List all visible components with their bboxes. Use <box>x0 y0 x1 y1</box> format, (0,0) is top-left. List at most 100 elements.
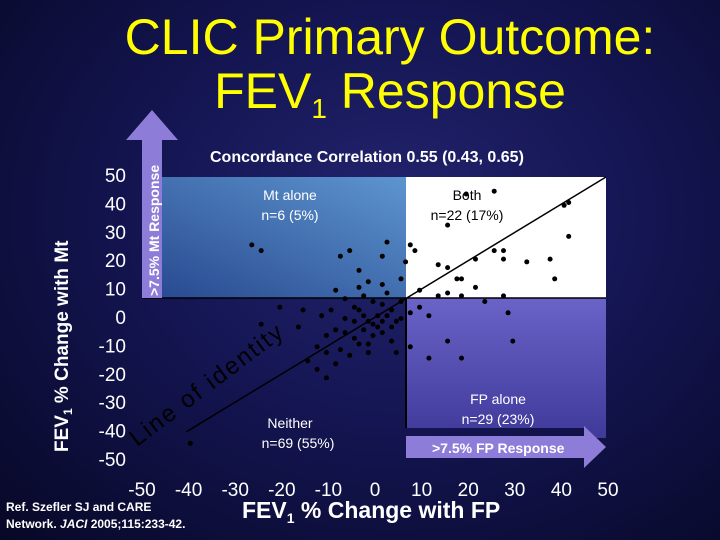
x-tick-label: -10 <box>315 480 342 501</box>
data-point <box>333 361 339 367</box>
data-point <box>375 324 381 330</box>
data-point <box>319 313 325 319</box>
data-point <box>566 200 572 205</box>
data-point <box>407 344 413 350</box>
data-point <box>314 366 320 372</box>
data-point <box>412 248 418 254</box>
reference-volume: 2005;115:233-42. <box>87 517 186 531</box>
data-point <box>445 290 451 296</box>
title-fev: FEV <box>214 63 312 119</box>
data-point <box>356 307 362 313</box>
data-point <box>187 440 193 446</box>
y-tick-label: 0 <box>115 308 126 329</box>
data-point <box>491 188 497 194</box>
data-point <box>365 279 371 285</box>
y-label-subscript: 1 <box>61 408 75 416</box>
x-tick-label: -30 <box>221 480 248 501</box>
mt-alone-region <box>142 177 406 298</box>
data-point <box>445 338 451 344</box>
data-point <box>473 256 478 262</box>
data-point <box>370 321 376 327</box>
data-point <box>445 222 451 228</box>
reference-line-1: Ref. Szefler SJ and CARE <box>6 500 152 514</box>
data-point <box>328 307 334 313</box>
data-point <box>379 301 385 307</box>
x-tick-labels: -50 -40 -30 -20 -10 0 10 20 30 40 50 <box>128 480 618 501</box>
y-label-fev: FEV <box>52 415 73 452</box>
title-line-2: FEV1 Response <box>30 62 720 125</box>
data-point <box>393 350 399 355</box>
data-point <box>379 282 385 287</box>
y-tick-label: 20 <box>105 251 126 272</box>
y-tick-label: -50 <box>99 450 126 471</box>
mt-response-label: >7.5% Mt Response <box>146 165 162 296</box>
data-point <box>491 248 497 254</box>
fp-response-label: >7.5% FP Response <box>432 440 565 456</box>
data-point <box>258 321 264 327</box>
data-point <box>524 259 530 265</box>
data-point <box>351 318 357 324</box>
data-point <box>347 352 353 358</box>
data-point <box>370 299 376 304</box>
data-point <box>333 287 339 293</box>
neither-label: Neither <box>267 415 312 431</box>
data-point <box>501 293 506 299</box>
fp-response-arrow <box>406 426 606 468</box>
data-point <box>547 256 553 262</box>
y-label-text: % Change with Mt <box>52 240 73 409</box>
data-point <box>323 333 329 338</box>
data-point <box>384 290 390 296</box>
data-point <box>426 355 432 361</box>
data-point <box>356 284 362 290</box>
data-point <box>361 293 367 299</box>
data-point <box>459 293 464 299</box>
fp-alone-label: FP alone <box>470 391 526 407</box>
data-point <box>337 347 343 353</box>
data-point <box>323 350 329 355</box>
data-point <box>505 310 511 316</box>
reference-journal: JACI <box>60 517 88 531</box>
data-point <box>361 327 367 333</box>
data-point <box>323 375 329 381</box>
data-point <box>295 324 301 330</box>
data-point <box>379 253 385 259</box>
data-point <box>417 287 423 293</box>
fp-alone-count: n=29 (23%) <box>462 411 535 427</box>
data-point <box>356 267 362 273</box>
data-point <box>342 316 348 321</box>
data-point <box>445 265 451 271</box>
x-tick-label: 20 <box>458 480 479 501</box>
data-point <box>365 341 371 347</box>
data-point <box>333 327 339 333</box>
identity-line <box>186 176 607 433</box>
data-point <box>351 304 357 310</box>
data-point <box>407 242 413 248</box>
y-tick-label: -20 <box>99 365 126 386</box>
fp-alone-region <box>406 298 606 438</box>
data-point <box>342 296 348 302</box>
data-point <box>379 330 385 336</box>
data-point <box>393 318 399 324</box>
x-tick-label: -50 <box>128 480 155 501</box>
mt-response-arrow <box>126 110 178 298</box>
data-point <box>435 293 441 299</box>
x-tick-label: 10 <box>411 480 432 501</box>
scatter-points <box>187 188 572 446</box>
data-point <box>417 304 423 310</box>
data-point <box>510 338 516 344</box>
y-tick-labels: 50 40 30 20 10 0 -10 -20 -30 -40 -50 <box>99 166 126 471</box>
data-point <box>379 318 385 324</box>
data-point <box>384 313 390 319</box>
x-tick-label: -20 <box>268 480 295 501</box>
x-axis-label: FEV1 % Change with FP <box>242 497 500 526</box>
neither-count: n=69 (55%) <box>262 435 335 451</box>
x-tick-label: 0 <box>370 480 381 501</box>
data-point <box>337 253 343 259</box>
data-point <box>435 262 441 268</box>
reference-citation: Ref. Szefler SJ and CARE Network. JACI 2… <box>6 499 185 533</box>
title-response: Response <box>326 63 566 119</box>
data-point <box>501 248 506 254</box>
data-point <box>384 239 390 245</box>
data-point <box>482 299 488 304</box>
data-point <box>398 316 404 321</box>
